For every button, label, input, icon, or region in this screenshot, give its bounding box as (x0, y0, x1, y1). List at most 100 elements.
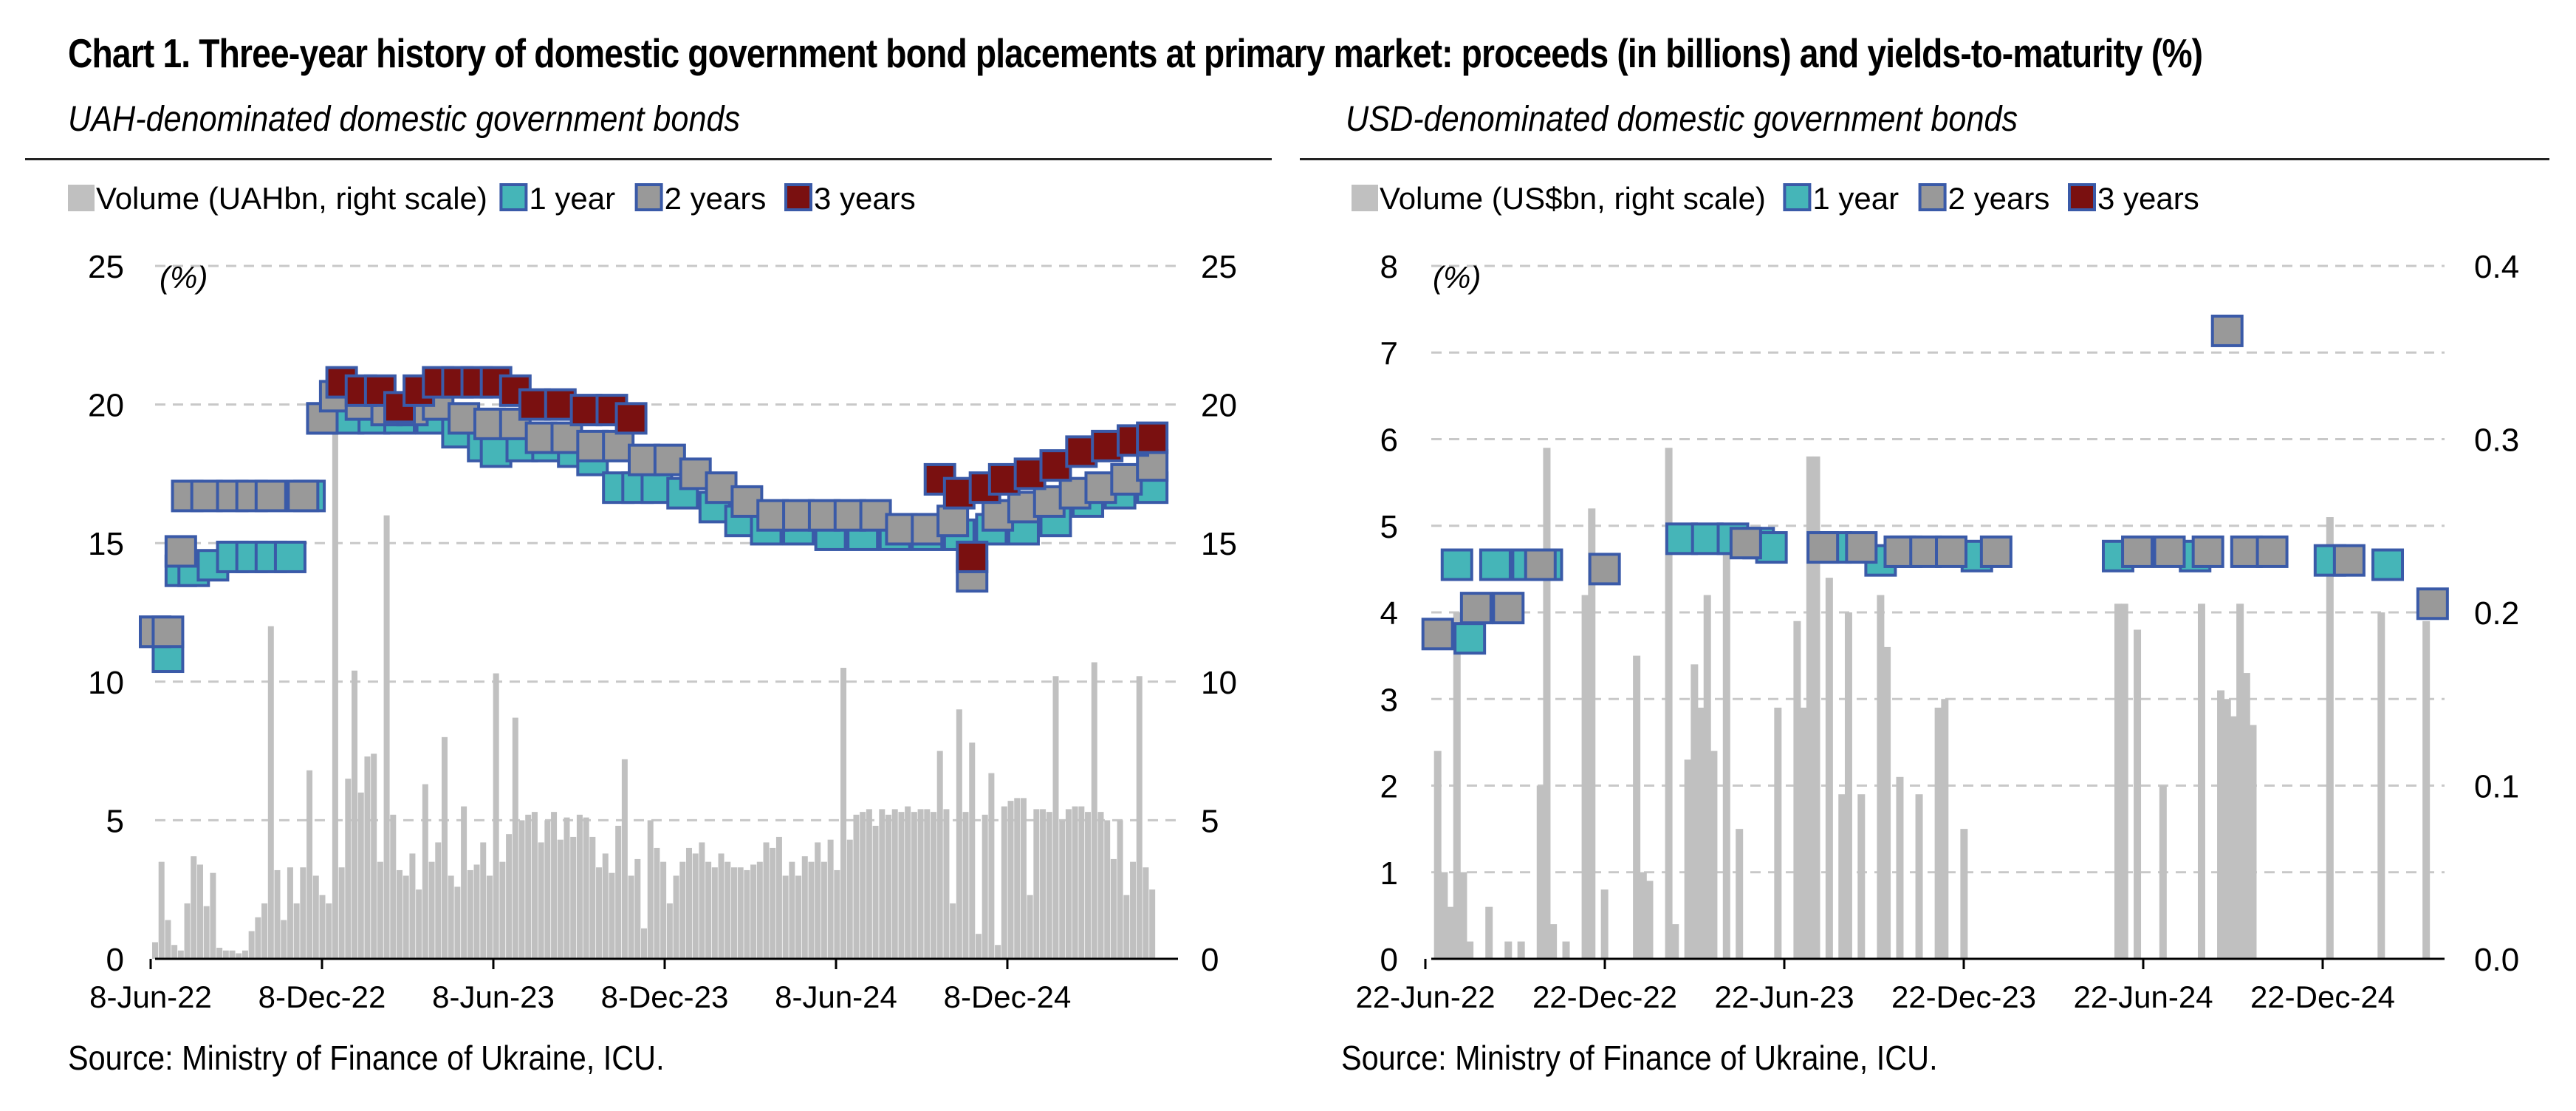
x-tick-label: 8-Jun-23 (432, 980, 555, 1014)
volume-bar (300, 867, 306, 959)
volume-bar (293, 903, 300, 959)
volume-bar (255, 917, 261, 959)
volume-bar (1504, 941, 1513, 959)
legend-yield-swatch (499, 183, 528, 211)
yield-2y-marker (936, 505, 970, 538)
volume-bar (229, 950, 236, 959)
volume-bar (1143, 867, 1149, 959)
volume-bar (1800, 707, 1808, 959)
y-left-tick-label: 25 (88, 249, 124, 285)
legend-label: 2 years (1948, 181, 2050, 216)
yield-2y-marker (254, 479, 287, 513)
volume-bar (1703, 595, 1711, 959)
volume-bar (152, 942, 158, 959)
y-left-tick-label: 3 (1380, 682, 1398, 718)
volume-bar (435, 842, 442, 959)
y-right-tick-label: 0.2 (2474, 595, 2519, 632)
volume-bar (1857, 794, 1866, 959)
volume-bar (1774, 707, 1782, 959)
volume-bar (1447, 906, 1455, 959)
volume-bar (962, 812, 969, 959)
volume-bar (377, 861, 383, 959)
volume-bar (756, 861, 763, 959)
volume-bar (306, 770, 313, 959)
volume-bar (1722, 543, 1730, 959)
volume-bar (950, 903, 956, 959)
volume-bar (866, 809, 872, 959)
volume-bar (634, 858, 641, 959)
x-tick-label: 8-Dec-23 (601, 980, 729, 1014)
volume-bar (371, 753, 377, 959)
volume-bar (853, 814, 860, 959)
volume-bar (1040, 809, 1046, 959)
legend-yield-swatch (2068, 183, 2096, 211)
yield-2y-marker (1935, 535, 1968, 568)
volume-bar (177, 950, 184, 959)
volume-bar (2134, 629, 2142, 959)
volume-bar (518, 820, 525, 959)
volume-bar (2236, 604, 2244, 959)
yield-3y-marker (1136, 421, 1169, 454)
y-left-tick-label: 5 (106, 803, 124, 839)
yield-2y-marker (2332, 544, 2366, 577)
volume-bar (744, 869, 750, 959)
yield-2y-marker (287, 479, 320, 513)
y-unit-label: (%) (160, 260, 208, 295)
y-right-tick-label: 0.4 (2474, 249, 2519, 285)
volume-bar (1097, 812, 1104, 959)
volume-bar (1710, 751, 1718, 959)
volume-bar (1027, 895, 1033, 959)
volume-bar (402, 875, 409, 959)
volume-bar (782, 875, 789, 959)
legend-yield-swatch (784, 183, 812, 211)
volume-bar (2242, 673, 2250, 959)
volume-bar (467, 869, 473, 959)
x-tick-label: 22-Dec-22 (1532, 980, 1677, 1014)
volume-bar (1123, 895, 1130, 959)
volume-bar (531, 812, 538, 959)
y-left-tick-label: 4 (1380, 595, 1398, 632)
right-source-note: Source: Ministry of Finance of Ukraine, … (1341, 1039, 1938, 1077)
volume-bar (641, 928, 648, 959)
volume-bar (312, 875, 319, 959)
volume-bar (397, 869, 403, 959)
volume-bar (352, 670, 358, 959)
yield-2y-marker (2210, 314, 2244, 347)
yield-1y-marker (2371, 548, 2405, 581)
yield-2y-marker (1806, 531, 1840, 564)
legend-label: 1 year (1812, 181, 1899, 216)
y-right-tick-label: 0.1 (2474, 769, 2519, 805)
volume-bar (1001, 806, 1007, 959)
volume-bar (422, 784, 428, 959)
volume-bar (1665, 448, 1673, 959)
volume-bar (628, 875, 634, 959)
volume-bar (924, 809, 931, 959)
volume-bar (1896, 776, 1904, 959)
volume-bar (1136, 676, 1143, 959)
y-right-tick-label: 10 (1201, 665, 1237, 701)
y-right-tick-label: 0.0 (2474, 942, 2519, 978)
volume-bar (1562, 941, 1570, 959)
volume-bar (1046, 812, 1052, 959)
volume-bar (1117, 820, 1123, 959)
volume-bar (261, 903, 268, 959)
volume-bar (390, 814, 397, 959)
volume-bar (222, 950, 229, 959)
volume-bar (750, 864, 757, 959)
volume-bar (1091, 662, 1097, 959)
yield-2y-marker (2121, 535, 2154, 568)
yield-3y-marker (956, 540, 989, 573)
volume-bar (203, 906, 210, 959)
y-unit-label: (%) (1433, 260, 1481, 295)
volume-bar (840, 668, 847, 959)
volume-bar (1543, 448, 1551, 959)
volume-bar (1085, 812, 1092, 959)
yield-2y-marker (1979, 535, 2012, 568)
volume-bar (1459, 872, 1467, 959)
volume-bar (679, 861, 686, 959)
volume-bar (1812, 456, 1820, 959)
volume-bar (666, 903, 673, 959)
volume-bar (1877, 595, 1885, 959)
volume-bar (596, 867, 603, 959)
